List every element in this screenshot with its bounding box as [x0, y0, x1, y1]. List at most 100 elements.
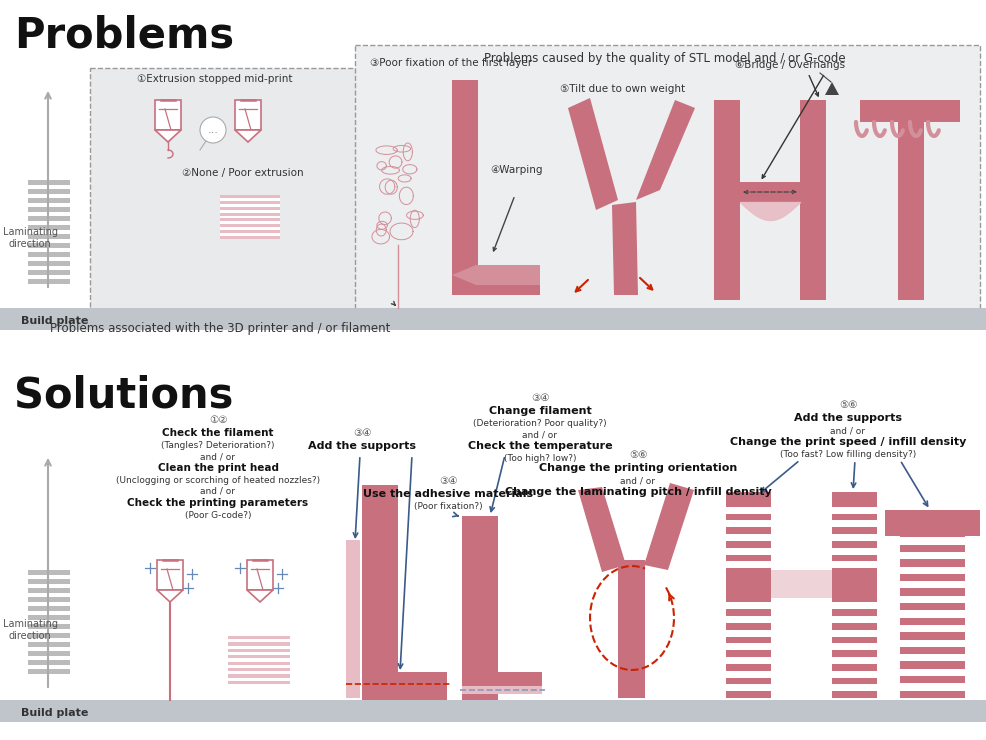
Text: Add the supports: Add the supports: [308, 441, 416, 451]
Polygon shape: [800, 100, 826, 300]
Polygon shape: [898, 122, 924, 300]
Bar: [726, 582, 771, 589]
Text: ...: ...: [208, 125, 219, 135]
Bar: [832, 500, 877, 698]
Bar: [28, 261, 70, 266]
Bar: [900, 618, 965, 625]
Text: ①②: ①②: [209, 415, 227, 425]
Bar: [247, 560, 273, 590]
Text: Problems associated with the 3D printer and / or filament: Problems associated with the 3D printer …: [50, 322, 390, 335]
Bar: [220, 236, 280, 239]
Text: ⑤⑥: ⑤⑥: [629, 450, 647, 460]
Bar: [228, 681, 290, 684]
Bar: [28, 207, 70, 212]
Text: (Too high? low?): (Too high? low?): [504, 454, 576, 463]
Bar: [726, 514, 771, 520]
Text: Build plate: Build plate: [22, 708, 89, 718]
Bar: [220, 201, 280, 204]
Bar: [726, 528, 771, 534]
Bar: [726, 650, 771, 657]
Bar: [228, 636, 290, 684]
Polygon shape: [860, 100, 960, 122]
Bar: [832, 623, 877, 630]
Bar: [771, 570, 832, 598]
Bar: [900, 690, 965, 698]
Text: Check the printing parameters: Check the printing parameters: [127, 498, 309, 508]
Bar: [220, 224, 280, 227]
Bar: [832, 554, 877, 562]
Text: ③④: ③④: [530, 393, 549, 403]
Polygon shape: [612, 202, 638, 295]
Bar: [28, 234, 70, 239]
Text: Problems caused by the quality of STL model and / or G-code: Problems caused by the quality of STL mo…: [484, 52, 846, 65]
Polygon shape: [618, 568, 645, 698]
Bar: [362, 672, 447, 700]
Bar: [832, 636, 877, 643]
Text: and / or: and / or: [523, 430, 557, 439]
Text: Change the print speed / infill density: Change the print speed / infill density: [730, 437, 966, 447]
Bar: [832, 664, 877, 670]
Text: ③Poor fixation of the first layer: ③Poor fixation of the first layer: [370, 58, 532, 68]
Bar: [346, 540, 360, 698]
Bar: [220, 218, 280, 221]
Bar: [832, 596, 877, 602]
Text: Add the supports: Add the supports: [794, 413, 902, 423]
Bar: [28, 180, 70, 185]
Bar: [726, 609, 771, 616]
Bar: [726, 500, 771, 698]
Bar: [28, 633, 70, 638]
Bar: [228, 636, 290, 639]
Bar: [726, 500, 771, 507]
Bar: [832, 691, 877, 698]
Bar: [900, 662, 965, 669]
Bar: [462, 686, 542, 694]
Bar: [726, 492, 771, 506]
Bar: [900, 603, 965, 610]
Text: (Deterioration? Poor quality?): (Deterioration? Poor quality?): [473, 419, 606, 428]
Bar: [28, 660, 70, 665]
Text: Solutions: Solutions: [14, 375, 234, 417]
Bar: [28, 669, 70, 674]
Bar: [28, 579, 70, 584]
Polygon shape: [155, 130, 181, 142]
Bar: [726, 554, 771, 562]
Text: and / or: and / or: [200, 452, 236, 461]
Bar: [726, 541, 771, 548]
Bar: [0, 700, 986, 722]
Polygon shape: [578, 487, 626, 572]
Text: ③④: ③④: [353, 428, 372, 438]
Bar: [900, 530, 965, 698]
Bar: [220, 206, 280, 209]
Bar: [228, 655, 290, 659]
Polygon shape: [452, 265, 540, 285]
Bar: [900, 559, 965, 567]
Polygon shape: [157, 590, 183, 602]
Bar: [726, 623, 771, 630]
Text: and / or: and / or: [830, 426, 866, 435]
Bar: [726, 664, 771, 670]
Polygon shape: [825, 82, 839, 95]
Bar: [832, 609, 877, 616]
Circle shape: [200, 117, 226, 143]
Bar: [362, 485, 398, 700]
Bar: [220, 212, 280, 215]
Bar: [235, 100, 261, 130]
Text: Change the printing orientation: Change the printing orientation: [539, 463, 738, 473]
Polygon shape: [644, 483, 694, 570]
Bar: [28, 588, 70, 593]
Bar: [28, 651, 70, 656]
Text: Use the adhesive materials: Use the adhesive materials: [363, 489, 533, 499]
Bar: [900, 676, 965, 684]
Bar: [726, 596, 771, 602]
Bar: [832, 541, 877, 548]
Bar: [726, 570, 877, 598]
Text: Problems: Problems: [14, 14, 234, 56]
Text: ④Warping: ④Warping: [490, 165, 542, 175]
Bar: [228, 668, 290, 671]
Polygon shape: [247, 590, 273, 602]
Polygon shape: [568, 98, 618, 210]
Text: Change the laminating pitch / infill density: Change the laminating pitch / infill den…: [505, 487, 771, 497]
Bar: [900, 588, 965, 596]
Bar: [28, 243, 70, 248]
Text: and / or: and / or: [200, 487, 236, 496]
